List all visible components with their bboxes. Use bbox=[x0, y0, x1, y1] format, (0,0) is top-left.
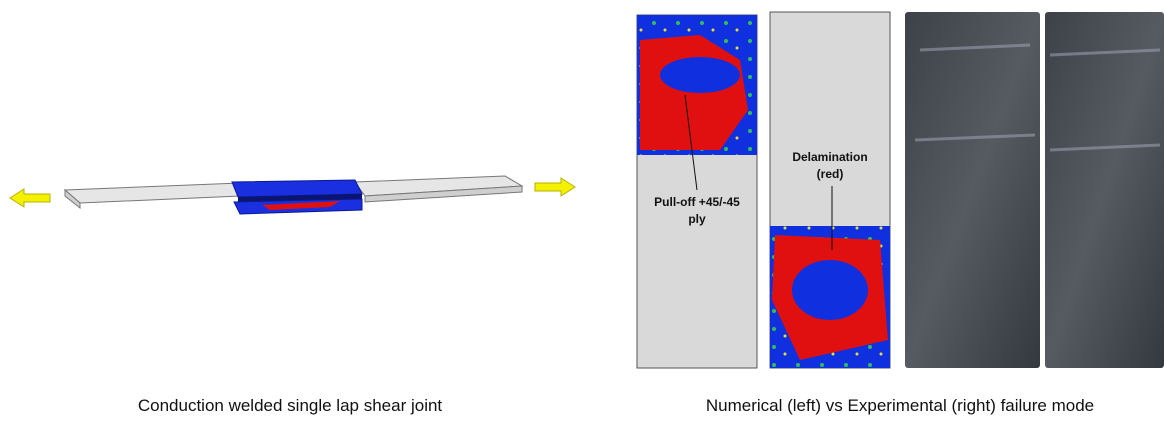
arrow-left bbox=[9, 188, 51, 208]
experimental-photos bbox=[905, 12, 1164, 368]
numerical-specimens bbox=[636, 11, 891, 369]
leader-line bbox=[684, 94, 698, 191]
intact-zone bbox=[660, 57, 740, 93]
photo-specimen bbox=[1045, 12, 1164, 368]
overlap-gap bbox=[238, 194, 362, 202]
adherend-edge bbox=[64, 188, 81, 210]
caption: Conduction welded single lap shear joint bbox=[138, 396, 443, 415]
annotation-text: ply bbox=[688, 212, 706, 226]
intact-zone bbox=[792, 260, 868, 320]
adherend-left bbox=[63, 182, 241, 204]
annotation-text: (red) bbox=[817, 167, 844, 181]
photo-specimen bbox=[905, 12, 1040, 368]
annotation-text: Pull-off +45/-45 bbox=[654, 195, 740, 209]
damage-zone bbox=[262, 201, 340, 210]
lap-joint bbox=[9, 175, 576, 215]
annotation-text: Delamination bbox=[792, 150, 867, 164]
arrow-right bbox=[534, 177, 576, 197]
surface-streak bbox=[914, 43, 1161, 152]
caption: Numerical (left) vs Experimental (right)… bbox=[706, 396, 1094, 415]
overlap-top bbox=[231, 179, 363, 198]
adherend-edge bbox=[364, 185, 523, 203]
